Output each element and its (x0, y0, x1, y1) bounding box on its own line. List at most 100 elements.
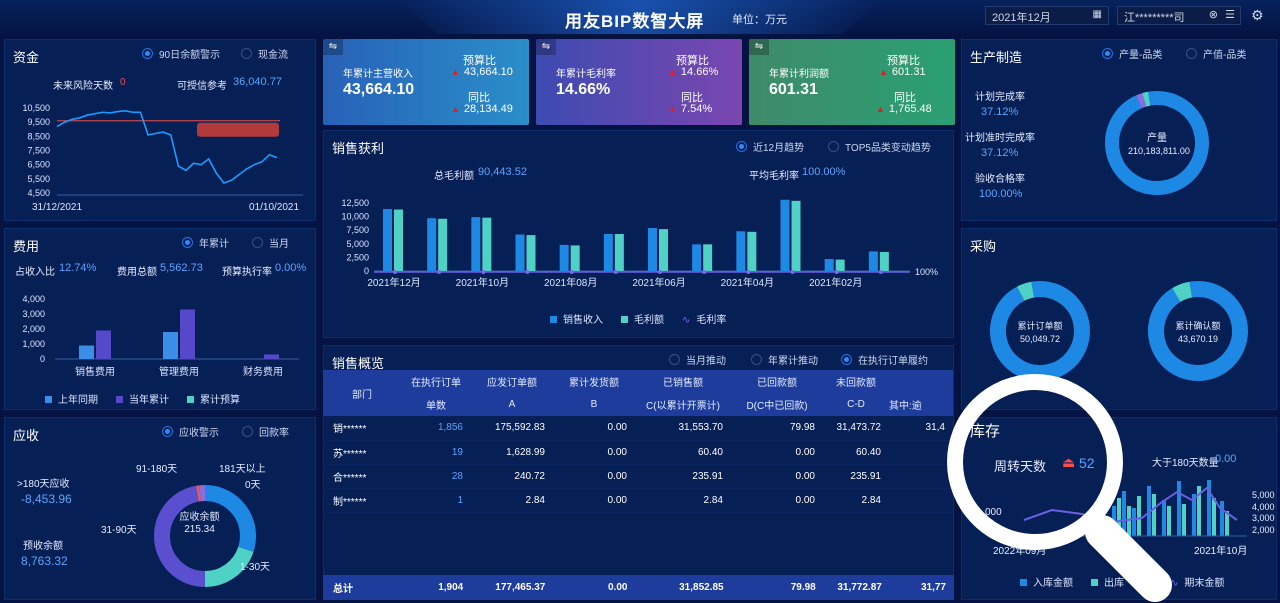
sales-revenue-bar (427, 218, 437, 271)
total-cell: 1,904 (438, 581, 464, 593)
table-row[interactable]: 制****** 1 2.84 0.00 2.84 0.00 2.84 (323, 488, 953, 513)
receivable-donut (154, 485, 256, 587)
inventory-title: 库存 (970, 420, 1000, 441)
plan-rate-value: 37.12% (981, 106, 1019, 118)
manufacture-title: 生产制造 (970, 50, 1023, 65)
funds-radio-90day[interactable]: 90日余额警示 (142, 46, 220, 61)
overview-table: 部门 在执行订单 应发订单额 累计发货额 已销售额 已回款额 未回款额 单数 A… (323, 370, 953, 513)
th2-a: A (471, 393, 553, 416)
table-row[interactable]: 销****** 1,856 175,592.83 0.00 31,553.70 79.98… (323, 416, 953, 441)
gear-icon[interactable]: ⚙ (1251, 7, 1264, 23)
legend-gross: 毛利额 (621, 311, 664, 326)
expense-y-tick: 3,000 (22, 309, 45, 319)
inv-in-bar (1162, 500, 1166, 536)
swap-icon[interactable]: ⇋ (749, 39, 769, 55)
sales-radio-top5[interactable]: TOP5品类变动趋势 (828, 139, 931, 154)
table-row[interactable]: 苏****** 19 1,628.99 0.00 60.40 0.00 60.40 (323, 440, 953, 465)
th-dept: 部门 (323, 370, 401, 416)
kpi-value: 43,664.10 (343, 81, 415, 98)
receivable-radio-warning[interactable]: 应收警示 (162, 424, 219, 439)
total-row: 总计 1,904 177,465.37 0.00 31,852.85 79.98 31,77… (323, 575, 954, 600)
th2-count: 单数 (401, 393, 471, 416)
th-order-amt: 应发订单额 (471, 370, 553, 393)
sales-margin-point (702, 270, 707, 274)
table-cell: 31,4 (889, 416, 953, 441)
sales-margin-point (790, 270, 795, 274)
sales-gross-bar (438, 218, 448, 271)
inv-end-line (1023, 486, 1238, 524)
overview-radio-month[interactable]: 当月推动 (669, 352, 726, 367)
table-cell (889, 488, 953, 513)
expense-bar (163, 332, 178, 359)
th2-overdue: 其中:逾 (889, 393, 953, 416)
total-cell: 31,852.85 (679, 581, 724, 593)
funds-title: 资金 (13, 50, 40, 65)
sales-legend: 销售收入 毛利额 ∿ 毛利率 (550, 311, 726, 326)
kpi-budget-value: 43,664.10 (463, 66, 513, 78)
legend-last-year: 上年同期 (45, 391, 98, 406)
swap-icon[interactable]: ⇋ (323, 39, 343, 55)
kpi-card-margin[interactable]: ⇋ 年累计毛利率 14.66% 预算比 ▲ 14.66% 同比 ▲ 7.54% (536, 39, 742, 125)
kpi-card-profit[interactable]: ⇋ 年累计利润额 601.31 预算比 ▲ 601.31 同比 ▲ 1,765.48 (749, 39, 955, 125)
funds-y-tick: 8,500 (27, 131, 50, 141)
table-cell: 60.40 (635, 440, 731, 465)
table-row[interactable]: 合****** 28 240.72 0.00 235.91 0.00 235.91 (323, 464, 953, 489)
calendar-icon[interactable]: ▦ (1092, 9, 1102, 20)
sales-revenue-bar (471, 217, 481, 271)
total-cell: 177,465.37 (495, 581, 546, 593)
sales-revenue-bar (603, 234, 613, 271)
expense-y-tick: 1,000 (22, 339, 45, 349)
company-select[interactable]: 江*********司 ⊗ ☰ (1117, 6, 1241, 25)
sales-x-tick: 2021年10月 (456, 276, 509, 289)
manu-radio-qty[interactable]: 产量-品类 (1102, 46, 1162, 61)
kpi-title: 年累计主营收入 (343, 69, 413, 80)
risk-days-value: 0 (120, 77, 126, 88)
pass-rate-value: 100.00% (979, 188, 1023, 200)
inv-x-end: 2021年10月 (1194, 546, 1248, 557)
funds-y-tick: 7,500 (27, 146, 50, 156)
kpi-budget-value: 601.31 (891, 66, 926, 78)
gross-label: 总毛利额 (434, 171, 474, 182)
total-cell: 0.00 (608, 581, 628, 593)
total-cell: 总计 (333, 583, 353, 595)
kpi-card-revenue[interactable]: ⇋ 年累计主营收入 43,664.10 预算比 ▲ 43,664.10 同比 ▲ 2… (323, 39, 529, 125)
funds-y-tick: 5,500 (27, 174, 50, 184)
expense-radio-year[interactable]: 年累计 (182, 235, 229, 250)
table-cell: 235.91 (635, 464, 731, 489)
overview-radio-exec[interactable]: 在执行订单履约 (841, 352, 928, 367)
expense-x-tick: 财务费用 (243, 365, 283, 378)
funds-x-start: 31/12/2021 (32, 202, 82, 213)
kpi-yoy-label: 同比 (894, 92, 916, 104)
expense-radio-month[interactable]: 当月 (252, 235, 289, 250)
kpi-value: 14.66% (556, 81, 611, 98)
sales-gross-bar (394, 209, 403, 271)
sales-bar-chart: 12,500 10,000 7,500 5,000 2,500 0 100% 2021年12月… (341, 198, 938, 289)
inv-out-bar (1152, 494, 1156, 536)
sales-radio-12m[interactable]: 近12月趋势 (736, 139, 804, 154)
inv-in-bar (1192, 494, 1196, 536)
table-cell: 28 (401, 464, 471, 489)
receivable-radio-collection[interactable]: 回款率 (242, 424, 289, 439)
ontime-rate-label: 计划准时完成率 (965, 133, 1035, 144)
funds-radio-cashflow[interactable]: 现金流 (241, 46, 288, 61)
unit-label: 单位：万元 (732, 14, 787, 26)
overview-radio-year[interactable]: 年累计推动 (751, 352, 818, 367)
table-cell: 1,856 (401, 416, 471, 441)
menu-icon[interactable]: ☰ (1225, 9, 1235, 21)
table-cell: 31,553.70 (635, 416, 731, 441)
table-cell: 235.91 (823, 464, 889, 489)
table-cell: 0.00 (553, 488, 635, 513)
sales-revenue-bar (868, 251, 878, 271)
swap-icon[interactable]: ⇋ (536, 39, 556, 55)
month-picker[interactable]: 2021年12月 ▦ (985, 6, 1109, 25)
clear-icon[interactable]: ⊗ (1208, 9, 1218, 21)
inv-in-bar (1132, 508, 1136, 536)
receivable-slice (154, 485, 256, 587)
sales-revenue-bar (780, 199, 790, 271)
legend-in: 入库金额 (1020, 574, 1073, 589)
manu-radio-value[interactable]: 产值-品类 (1186, 46, 1246, 61)
total-cell: 31,77 (920, 581, 946, 593)
table-cell: 2.84 (823, 488, 889, 513)
sales-x-tick: 2021年02月 (809, 276, 862, 289)
sales-margin-point (834, 270, 839, 274)
